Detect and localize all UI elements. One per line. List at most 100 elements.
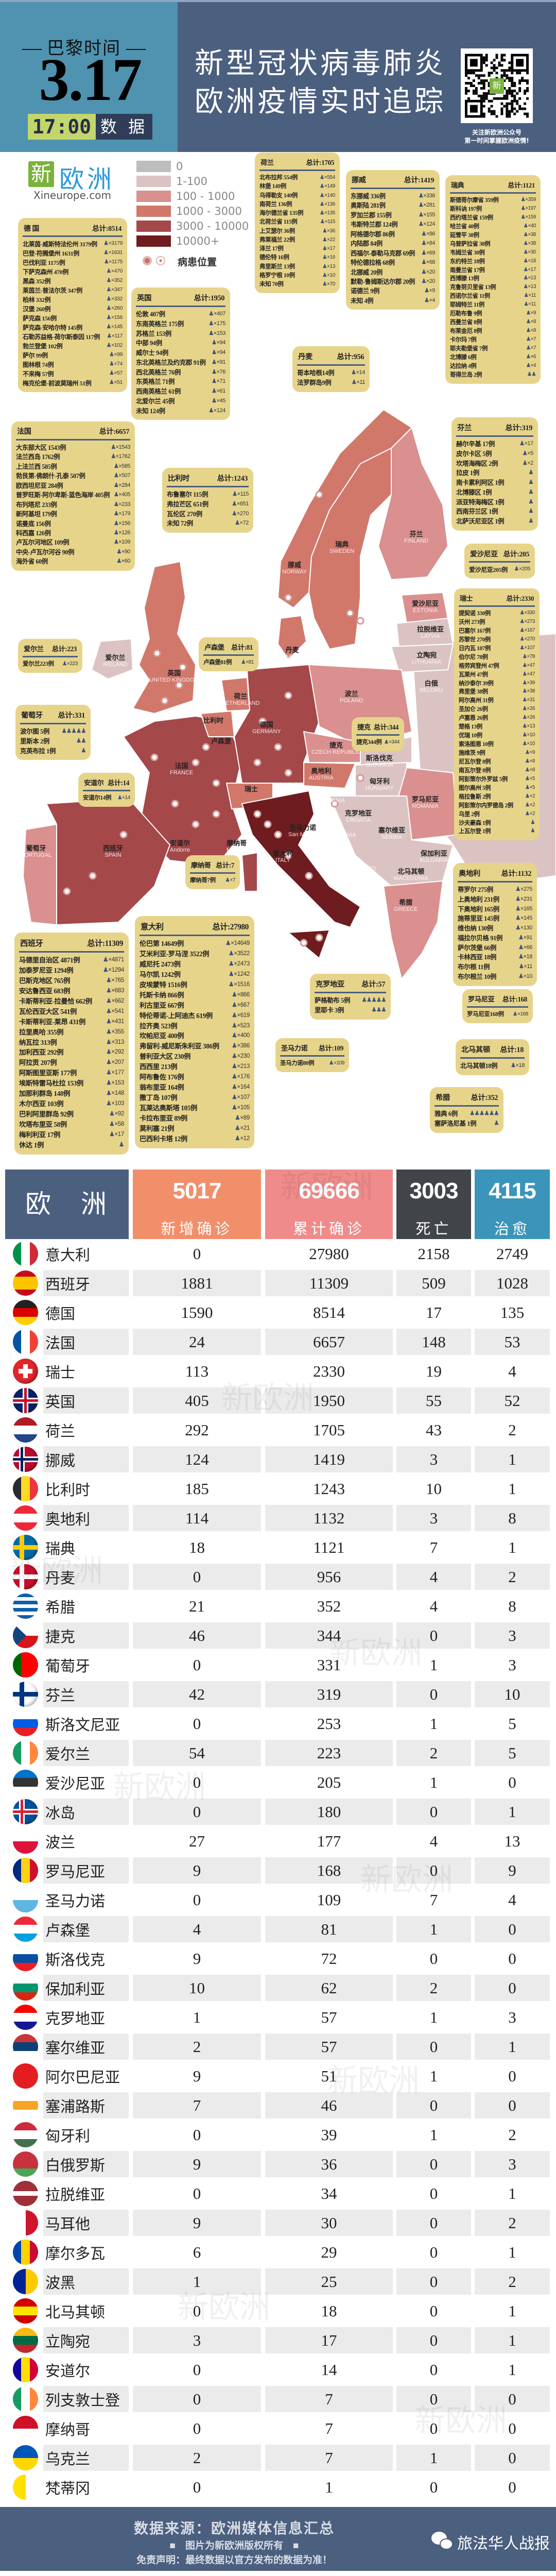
cell-total: 223 [265, 1740, 393, 1766]
cell-new: 0 [193, 2419, 201, 2437]
region-box-total: 总计:956 [337, 353, 364, 361]
region-row-label: 安道尔14例 [83, 795, 112, 801]
new-cases-label: 新增确诊 [161, 1220, 233, 1238]
patient-marker [192, 820, 200, 828]
region-row-count: ♟×18 [518, 953, 532, 961]
person-icon: ♟ [106, 1079, 112, 1087]
map-region-italy [241, 790, 361, 928]
region-row: 勃艮第-佛朗什-孔泰 507例 ♟×507 [16, 471, 130, 481]
region-row: 卢瓦尔河地区 109例 ♟×109 [16, 538, 130, 547]
region-row: 石勒苏益格-荷尔斯泰因 117例 ♟×117 [23, 332, 123, 342]
region-row-multiplier: ×11 [356, 379, 365, 385]
patient-marker [119, 831, 128, 839]
region-row-label: 卡斯蒂利亚-拉曼恰 662例 [19, 997, 92, 1005]
person-icon: ♟ [106, 314, 111, 320]
region-row: 上奥地利 231例 ♟×231 [458, 895, 532, 905]
person-icon: ♟ [322, 281, 327, 287]
region-row-multiplier: ×233 [118, 501, 130, 507]
region-box-divider [467, 1006, 528, 1008]
region-row: 威尔士 94例 ♟×94 [136, 348, 225, 358]
map-label-cn: 丹麦 [285, 646, 299, 654]
cell-deaths: 7 [429, 1890, 438, 1909]
table-row: 斯洛文尼亚 0 253 1 5 [0, 1709, 556, 1738]
table-row: 塞尔维亚 2 57 0 1 [0, 2032, 556, 2061]
region-row: 优瑞 10例 ♟×10 [459, 732, 535, 740]
person-icon: ♟ [225, 940, 231, 946]
region-row: 克英布拉 1例 ♟ [20, 747, 86, 756]
table-row: 摩尔多瓦 6 29 0 1 [0, 2238, 556, 2267]
person-icon: ♟ [525, 810, 530, 817]
region-row-multiplier: ×5 [529, 775, 535, 782]
region-box-divider [351, 188, 435, 189]
map-label-cn: 白俄 [424, 680, 438, 687]
region-row-multiplier: ×76 [216, 368, 226, 375]
region-row-multiplier: ×17 [524, 440, 534, 447]
region-row: 苏格兰 153例 ♟×153 [136, 329, 225, 339]
map-label-cn: 瑞士 [245, 785, 258, 793]
person-icon: ♟ [514, 566, 519, 572]
country-name: 希腊 [45, 1599, 76, 1616]
cell-total: 352 [317, 1597, 341, 1615]
map-label: 匈牙利 HUNGARY [366, 777, 394, 791]
account-name[interactable]: 旅法华人战报 [457, 2535, 550, 2553]
person-icon: ♟ [118, 1141, 124, 1148]
cell-recovered: 1 [508, 2243, 516, 2261]
region-row-multiplier: ×1543 [115, 444, 131, 450]
region-row-count: ♟×765 [106, 976, 124, 985]
table-row: 阿尔巴尼亚 9 51 1 0 [0, 2061, 556, 2091]
region-row-label: 耶姆特兰 11例 [450, 302, 484, 309]
region-row-label: 梅利利亚 17例 [19, 1130, 60, 1139]
cell-recovered: 3 [475, 1622, 550, 1649]
region-header: 欧 洲 [5, 1170, 129, 1239]
region-row-label: 沃州 273例 [459, 619, 485, 625]
person-icon: ♟ [424, 297, 429, 303]
person-icon: ♟ [322, 236, 327, 243]
map-label: 白俄 BELORU [420, 680, 443, 693]
region-box-title: 捷克 [357, 723, 371, 731]
region-row-count: ♟×107 [232, 1093, 250, 1102]
region-row-count: ♟×336 [419, 192, 435, 200]
region-row: 萨尔茨堡 66例 ♟×66 [458, 943, 532, 953]
region-row-count: ♟×177 [106, 1068, 124, 1077]
region-row-multiplier: ×332 [111, 296, 123, 302]
table-row: 捷克 46 344 0 3 [0, 1621, 556, 1650]
region-box-title: 法国 [17, 428, 31, 436]
region-row-label: 皮尔卡区 5例 [456, 450, 492, 457]
person-icon: ♟ [229, 980, 234, 988]
region-row: 巴西利卡塔 12例 ♟×12 [140, 1134, 250, 1144]
region-box-total: 总计:1243 [217, 474, 248, 483]
region-row-count: ♟×92 [109, 1109, 124, 1118]
region-row-multiplier: ×39 [527, 680, 535, 686]
region-box-it: 意大利 总计:27980 伦巴第 14649例 ♟×14649 艾米利亚-罗马涅 352… [135, 916, 254, 1148]
region-row-multiplier: ×5 [529, 784, 535, 790]
region-row-multiplier: ×155 [423, 211, 435, 218]
map-label-cn: 英国 [167, 669, 181, 677]
country-name: 马耳他 [43, 2210, 129, 2236]
region-row-count: ♟×352 [107, 277, 123, 285]
region-row: 苏黎世 270例 ♟×270 [459, 636, 535, 645]
table-row: 波兰 27 177 4 13 [0, 1826, 556, 1856]
region-row-count: ♟×51 [109, 379, 123, 387]
map-label-cn: 德国 [259, 721, 273, 728]
region-row-count: ♟×61 [212, 387, 225, 396]
map-label: 立陶宛 LITHUANIA [412, 651, 441, 665]
cell-total: 34 [321, 2184, 337, 2202]
person-icon: ♟ [525, 775, 530, 782]
region-box-divider [450, 192, 536, 194]
cell-total: 253 [317, 1714, 341, 1733]
region-row-label: 东南英格兰 175例 [136, 320, 184, 328]
region-row-label: 斯德哥尔摩省 359例 [450, 197, 499, 204]
person-icon: ♟ [522, 662, 527, 668]
qr-code[interactable]: 新 [461, 48, 533, 123]
region-row-count: ♟×13 [524, 283, 536, 291]
cell-recovered: 0 [475, 1975, 550, 2001]
region-box-ee: 爱沙尼亚 总计:205 爱沙尼亚205例 ♟×205 [464, 544, 535, 579]
region-box-total: 总计:223 [51, 645, 77, 653]
map-label: 拉脱维亚 LATVIA [417, 625, 444, 639]
region-header-label: 欧 洲 [25, 1189, 109, 1219]
region-row-multiplier: ×1175 [109, 259, 123, 265]
person-icon: ♟♟♟♟♟ [361, 997, 387, 1003]
region-row-label: 南曼兰省 17例 [450, 267, 485, 274]
patient-marker [175, 681, 183, 689]
region-row-label: 纳沙泰尔 39例 [459, 680, 494, 687]
